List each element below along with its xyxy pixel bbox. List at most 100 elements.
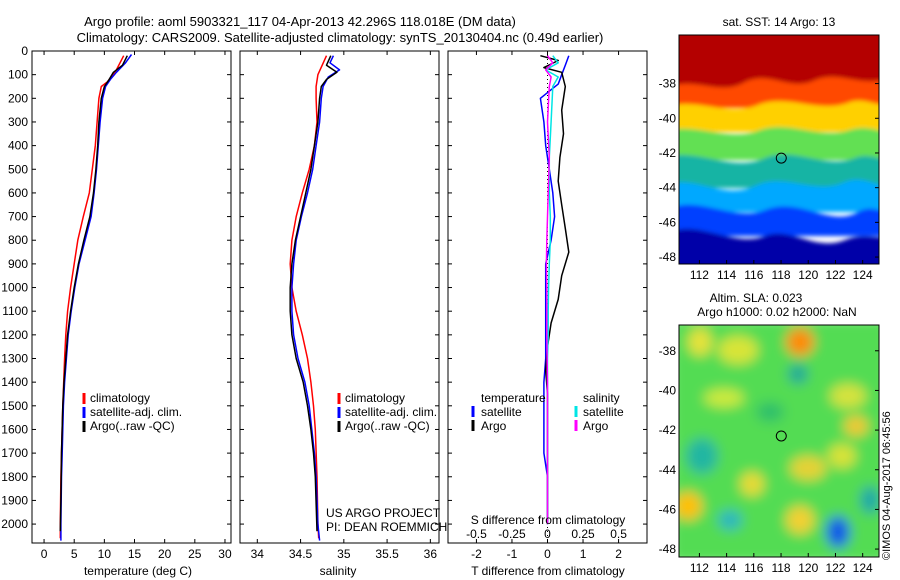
imos-timestamp: ©IMOS 04-Aug-2017 06:45:56 [881, 411, 893, 560]
sla-background [679, 325, 879, 557]
sla-blob [844, 416, 868, 436]
sst-map-title: sat. SST: 14 Argo: 13 [723, 15, 836, 29]
y-tick-label: 200 [8, 91, 28, 105]
sst-map-axes: 112 114 116 118 120 122 124 -38 -40 -42 -44 -46 -48 [659, 77, 879, 282]
sla-blob [830, 384, 866, 408]
sla-map-title-line-2: Argo h1000: 0.02 h2000: NaN [697, 305, 856, 319]
map-y-tick-label: -42 [659, 146, 677, 160]
series-line-climatology [289, 55, 328, 539]
s-tick-label: 0 [544, 527, 551, 541]
y-tick-label: 1700 [1, 446, 28, 460]
legend-label-s-argo: Argo [583, 419, 609, 433]
map-x-tick-label: 114 [717, 561, 736, 575]
sla-blob [786, 506, 814, 534]
sst-map-frame [678, 34, 880, 265]
sla-blob [740, 472, 764, 496]
salinity-legend: climatology satellite-adj. clim. Argo(..… [337, 391, 437, 433]
temperature-legend: climatology satellite-adj. clim. Argo(..… [82, 391, 182, 433]
series-line-satellite-adj-clim- [291, 55, 341, 541]
sla-blob [860, 486, 879, 514]
x-tick-label: 0 [544, 547, 551, 561]
map-y-tick-label: -44 [659, 181, 677, 195]
x-tick-label: 15 [128, 547, 142, 561]
map-y-tick-label: -40 [659, 111, 677, 125]
legend-label-satellite: satellite-adj. clim. [345, 405, 437, 419]
temperature-plot: 0 5 10 15 20 25 300100200300400500600700800900… [1, 44, 232, 561]
y-tick-label: 100 [8, 68, 28, 82]
x-tick-label: 34 [251, 547, 265, 561]
sla-blob [718, 510, 742, 530]
difference-plot: -2 -1 0 1 2 -0.5 -0.25 0 0.25 0.5 [448, 50, 647, 561]
map-x-tick-label: 122 [825, 561, 845, 575]
map-y-tick-label: -46 [659, 215, 677, 229]
sla-heatmap [679, 325, 879, 557]
x-tick-label: 30 [218, 547, 232, 561]
sla-blob [686, 438, 718, 474]
sla-blob [688, 328, 712, 356]
salinity-plot: 34 34.5 35 35.5 36 [240, 50, 439, 561]
s-tick-label: -0.5 [466, 527, 487, 541]
sst-band-cyan [679, 179, 879, 212]
map-x-tick-label: 120 [798, 561, 818, 575]
map-x-tick-label: 124 [853, 561, 873, 575]
y-tick-label: 300 [8, 115, 28, 129]
map-y-tick-label: -48 [659, 250, 677, 264]
legend-label-t-satellite: satellite [481, 405, 522, 419]
y-tick-label: 700 [8, 210, 28, 224]
x-tick-label: 5 [71, 547, 78, 561]
sst-band-blue [679, 204, 879, 236]
title-line-1: Argo profile: aoml 5903321_117 04-Apr-20… [84, 14, 516, 29]
sst-band-orange [679, 76, 879, 108]
sla-blob [718, 336, 758, 364]
salinity-axis-label: salinity [320, 564, 357, 578]
map-x-tick-label: 124 [853, 268, 873, 282]
series-line-argo-raw-qc- [59, 55, 128, 532]
sla-map-axes: 112 114 116 118 120 122 124 -38 -40 -42 -44 -46 -48 [659, 344, 879, 575]
y-tick-label: 800 [8, 233, 28, 247]
sla-blob [826, 516, 850, 548]
temperature-plot-frame [31, 50, 232, 544]
x-tick-label: 2 [615, 547, 622, 561]
temperature-axis-label: temperature (deg C) [84, 564, 192, 578]
legend-label-s-satellite: satellite [583, 405, 624, 419]
sla-blob [786, 328, 814, 356]
legend-header-temperature: temperature [481, 391, 546, 405]
sla-blob [756, 402, 784, 422]
x-tick-label: -1 [507, 547, 518, 561]
y-tick-label: 500 [8, 162, 28, 176]
legend-header-salinity: salinity [583, 391, 620, 405]
map-x-tick-label: 116 [744, 561, 763, 575]
x-tick-label: 35.5 [375, 547, 399, 561]
y-tick-label: 1900 [1, 493, 28, 507]
sst-band-navy [679, 228, 879, 264]
x-tick-label: 1 [580, 547, 587, 561]
x-tick-label: 25 [188, 547, 202, 561]
map-y-tick-label: -42 [659, 423, 677, 437]
legend-label-climatology: climatology [345, 391, 405, 405]
sla-blob [679, 492, 702, 520]
sst-profile-location-marker [775, 152, 787, 164]
s-tick-label: -0.25 [498, 527, 526, 541]
y-tick-label: 400 [8, 139, 28, 153]
title-line-2: Climatology: CARS2009. Satellite-adjuste… [77, 30, 604, 45]
y-tick-label: 0 [21, 44, 28, 58]
y-tick-label: 900 [8, 257, 28, 271]
legend-label-t-argo: Argo [481, 419, 507, 433]
x-tick-label: 36 [424, 547, 438, 561]
sla-blob [788, 364, 808, 384]
s-difference-axis-label: S difference from climatology [471, 513, 626, 527]
y-tick-label: 2000 [1, 517, 28, 531]
series-line-climatology [59, 55, 125, 539]
y-tick-label: 600 [8, 186, 28, 200]
map-y-tick-label: -38 [659, 344, 677, 358]
map-x-tick-label: 116 [744, 268, 763, 282]
x-tick-label: 34.5 [289, 547, 313, 561]
y-tick-label: 1200 [1, 328, 28, 342]
pi-label: PI: DEAN ROEMMICH [326, 520, 447, 534]
y-tick-label: 1100 [2, 304, 28, 318]
legend-label-satellite: satellite-adj. clim. [90, 405, 182, 419]
y-tick-label: 1500 [1, 399, 28, 413]
map-x-tick-label: 112 [690, 268, 709, 282]
sst-heatmap [679, 35, 879, 264]
series-line-satellite-temperature- [539, 55, 570, 525]
